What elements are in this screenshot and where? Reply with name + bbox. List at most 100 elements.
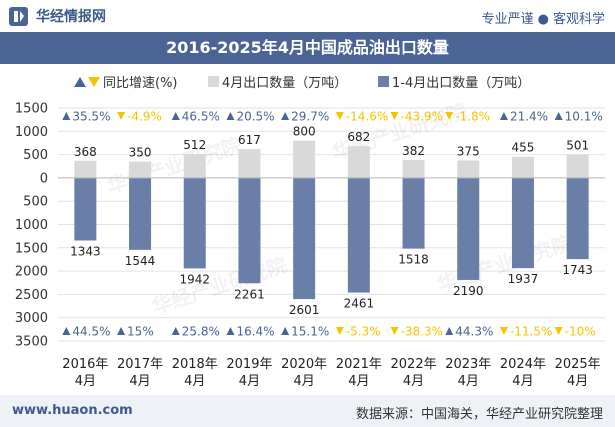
yoy-cumulative-label: 44.3% bbox=[455, 325, 493, 339]
yoy-april-label: 20.5% bbox=[236, 110, 274, 124]
april-value-label: 800 bbox=[293, 125, 316, 139]
april-bar bbox=[183, 154, 206, 178]
yoy-cumulative-label: 15.1% bbox=[291, 325, 329, 339]
y-tick-label: 3000 bbox=[15, 311, 48, 326]
april-bar bbox=[457, 160, 480, 178]
x-category-label: 2025年 4月 bbox=[555, 357, 601, 389]
yoy-cumulative-label: 16.4% bbox=[236, 325, 274, 339]
huajing-logo-icon bbox=[9, 7, 28, 26]
yoy-up-triangle-icon bbox=[62, 112, 71, 120]
yoy-april-label: 29.7% bbox=[291, 110, 329, 124]
y-tick-label: 1000 bbox=[15, 218, 48, 233]
yoy-up-triangle-icon bbox=[171, 327, 180, 335]
y-tick-label: 500 bbox=[23, 195, 48, 210]
yoy-up-triangle-icon bbox=[62, 327, 71, 335]
cumulative-bar bbox=[293, 177, 316, 300]
yoy-up-triangle-icon bbox=[445, 327, 454, 335]
april-bar bbox=[402, 160, 425, 178]
yoy-down-triangle-icon bbox=[117, 112, 126, 120]
x-category-label: 2021年 4月 bbox=[336, 357, 382, 389]
yoy-up-triangle-icon bbox=[226, 327, 235, 335]
legend-up-triangle-icon bbox=[74, 77, 86, 87]
yoy-down-triangle-icon bbox=[499, 327, 508, 335]
yoy-april-label: 35.5% bbox=[72, 110, 110, 124]
yoy-up-triangle-icon bbox=[117, 327, 126, 335]
x-category-label: 2022年 4月 bbox=[391, 357, 437, 389]
april-bar bbox=[129, 161, 152, 178]
april-value-label: 512 bbox=[183, 138, 206, 152]
slogan-separator: ● bbox=[537, 12, 549, 27]
cumulative-bar bbox=[183, 177, 206, 269]
title-bar: 2016-2025年4月中国成品油出口数量 bbox=[0, 32, 615, 64]
yoy-cumulative-label: -10% bbox=[565, 325, 596, 339]
yoy-down-triangle-icon bbox=[335, 327, 344, 335]
april-value-label: 375 bbox=[457, 144, 480, 158]
yoy-cumulative-label: 44.5% bbox=[72, 325, 110, 339]
x-category-label: 2024年 4月 bbox=[500, 357, 546, 389]
x-category-label: 2016年 4月 bbox=[62, 357, 108, 389]
yoy-down-triangle-icon bbox=[335, 112, 344, 120]
yoy-down-triangle-icon bbox=[390, 112, 399, 120]
april-value-label: 368 bbox=[74, 145, 97, 159]
april-bar bbox=[293, 140, 316, 178]
y-tick-label: 1500 bbox=[15, 241, 48, 256]
yoy-cumulative-label: -5.3% bbox=[346, 325, 381, 339]
april-value-label: 382 bbox=[402, 144, 425, 158]
legend-april-label: 4月出口数量（万吨） bbox=[222, 76, 347, 91]
yoy-up-triangle-icon bbox=[554, 112, 563, 120]
yoy-up-triangle-icon bbox=[281, 112, 290, 120]
y-tick-label: 2000 bbox=[15, 265, 48, 280]
cumulative-value-label: 2601 bbox=[289, 303, 320, 317]
yoy-down-triangle-icon bbox=[554, 327, 563, 335]
cumulative-value-label: 1937 bbox=[508, 272, 539, 286]
x-category-label: 2019年 4月 bbox=[226, 357, 272, 389]
yoy-up-triangle-icon bbox=[171, 112, 180, 120]
bottom-bar: www.huaon.com 数据来源：中国海关，华经产业研究院整理 bbox=[0, 395, 615, 427]
yoy-april-label: 46.5% bbox=[182, 110, 220, 124]
legend-cumulative-swatch bbox=[378, 76, 389, 87]
cumulative-value-label: 1942 bbox=[179, 272, 210, 286]
legend-april-swatch bbox=[208, 76, 219, 87]
april-bar bbox=[74, 160, 97, 178]
y-tick-label: 500 bbox=[23, 148, 48, 163]
yoy-down-triangle-icon bbox=[445, 112, 454, 120]
legend-yoy-label: 同比增速(%) bbox=[103, 76, 178, 91]
april-value-label: 455 bbox=[511, 141, 534, 155]
cumulative-bar bbox=[566, 177, 589, 260]
cumulative-value-label: 2190 bbox=[453, 284, 484, 298]
cumulative-value-label: 1343 bbox=[70, 244, 101, 258]
cumulative-bar bbox=[74, 177, 97, 241]
yoy-april-label: 21.4% bbox=[510, 110, 548, 124]
yoy-april-label: -1.8% bbox=[455, 110, 490, 124]
y-tick-label: 3500 bbox=[15, 335, 48, 350]
cumulative-bar bbox=[129, 177, 152, 250]
slogan-right: 客观科学 bbox=[552, 12, 605, 27]
april-bar bbox=[566, 154, 589, 178]
yoy-cumulative-label: 25.8% bbox=[182, 325, 220, 339]
cumulative-value-label: 2461 bbox=[344, 297, 375, 311]
yoy-cumulative-label: -38.3% bbox=[401, 325, 443, 339]
april-bar bbox=[238, 149, 261, 178]
yoy-up-triangle-icon bbox=[499, 112, 508, 120]
yoy-april-label: -43.9% bbox=[401, 110, 443, 124]
y-tick-label: 1500 bbox=[15, 102, 48, 117]
cumulative-bar bbox=[347, 177, 370, 293]
cumulative-bar bbox=[402, 177, 425, 249]
x-category-label: 2020年 4月 bbox=[281, 357, 327, 389]
april-value-label: 501 bbox=[566, 139, 589, 153]
yoy-up-triangle-icon bbox=[226, 112, 235, 120]
legend-cumulative-label: 1-4月出口数量（万吨） bbox=[392, 76, 530, 91]
cumulative-value-label: 1518 bbox=[398, 253, 429, 267]
yoy-down-triangle-icon bbox=[390, 327, 399, 335]
bar-chart: 同比增速(%) 4月出口数量（万吨） 1-4月出口数量（万吨） 1500 1000 500… bbox=[15, 76, 605, 389]
april-bar bbox=[347, 146, 370, 178]
april-value-label: 682 bbox=[347, 130, 370, 144]
yoy-cumulative-label: 15% bbox=[127, 325, 154, 339]
cumulative-bar bbox=[238, 177, 261, 284]
yoy-april-label: 10.1% bbox=[565, 110, 603, 124]
april-value-label: 617 bbox=[238, 133, 261, 147]
site-url: www.huaon.com bbox=[12, 403, 133, 418]
chart-title: 2016-2025年4月中国成品油出口数量 bbox=[166, 38, 449, 57]
x-category-label: 2023年 4月 bbox=[445, 357, 491, 389]
